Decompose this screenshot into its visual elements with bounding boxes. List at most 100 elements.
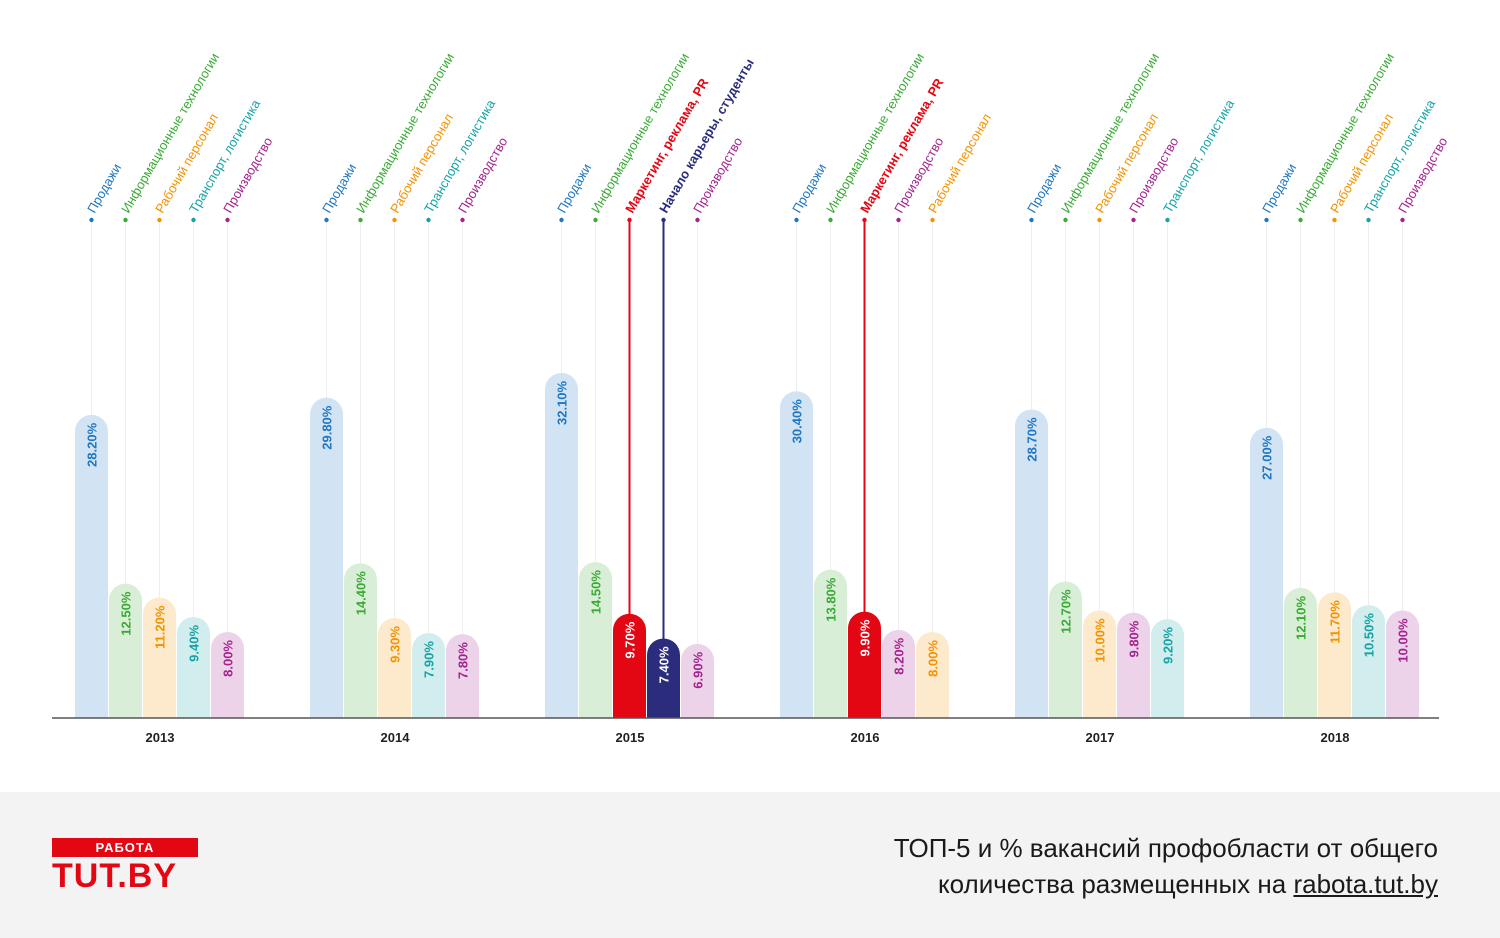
bar-value-label: 8.20% bbox=[892, 637, 907, 674]
year-label: 2016 bbox=[851, 730, 880, 745]
logo-top-label: РАБОТА bbox=[52, 838, 198, 857]
bar bbox=[1352, 605, 1385, 718]
category-dot bbox=[896, 217, 901, 223]
bar-value-label: 12.10% bbox=[1294, 595, 1309, 640]
bar bbox=[545, 372, 578, 718]
year-label: 2017 bbox=[1086, 730, 1115, 745]
bar bbox=[848, 611, 881, 718]
bar-value-label: 10.00% bbox=[1093, 618, 1108, 663]
bar bbox=[1015, 409, 1048, 718]
bar-value-label: 28.70% bbox=[1025, 417, 1040, 462]
bar-value-label: 9.80% bbox=[1127, 620, 1142, 657]
category-label: Рабочий персонал bbox=[1327, 111, 1396, 216]
year-label: 2014 bbox=[381, 730, 411, 745]
caption-line-1: ТОП-5 и % вакансий профобласти от общего bbox=[893, 833, 1438, 863]
category-dot bbox=[1298, 217, 1303, 223]
bar-value-label: 8.00% bbox=[221, 640, 236, 677]
category-dot bbox=[1264, 217, 1269, 223]
bar-value-label: 10.00% bbox=[1396, 618, 1411, 663]
rabota-tut-by-logo[interactable]: РАБОТА TUT.BY bbox=[52, 838, 198, 894]
category-dot bbox=[225, 217, 230, 223]
chart-caption: ТОП-5 и % вакансий профобласти от общего… bbox=[718, 830, 1438, 902]
bar bbox=[882, 629, 915, 718]
bar-value-label: 12.50% bbox=[119, 591, 134, 636]
category-label: Рабочий персонал bbox=[152, 111, 221, 216]
bar-value-label: 32.10% bbox=[555, 380, 570, 425]
category-dot bbox=[593, 217, 598, 223]
category-dot bbox=[862, 217, 867, 223]
category-dot bbox=[1029, 217, 1034, 223]
bar bbox=[1318, 592, 1351, 718]
bar bbox=[613, 613, 646, 718]
bar bbox=[814, 569, 847, 718]
bar-value-label: 6.90% bbox=[691, 651, 706, 688]
category-dot bbox=[157, 217, 162, 223]
bar bbox=[310, 397, 343, 718]
bar bbox=[177, 616, 210, 718]
bar-value-label: 8.00% bbox=[926, 640, 941, 677]
category-dot bbox=[1097, 217, 1102, 223]
bar bbox=[1386, 610, 1419, 718]
bar bbox=[681, 643, 714, 718]
category-dot bbox=[358, 217, 363, 223]
caption-line-2: количества размещенных на rabota.tut.by bbox=[718, 866, 1438, 902]
category-label: Рабочий персонал bbox=[1092, 111, 1161, 216]
category-dot bbox=[1400, 217, 1405, 223]
category-dot bbox=[1366, 217, 1371, 223]
bar bbox=[780, 391, 813, 718]
bar bbox=[143, 597, 176, 718]
bar-value-label: 9.40% bbox=[187, 625, 202, 662]
category-label: Рабочий персонал bbox=[925, 111, 994, 216]
bar bbox=[579, 562, 612, 718]
category-dot bbox=[324, 217, 329, 223]
bar bbox=[916, 632, 949, 718]
category-label: Рабочий персонал bbox=[387, 111, 456, 216]
category-dot bbox=[695, 217, 700, 223]
category-dot bbox=[930, 217, 935, 223]
bar bbox=[1250, 427, 1283, 718]
category-dot bbox=[191, 217, 196, 223]
category-dot bbox=[1165, 217, 1170, 223]
category-dot bbox=[392, 217, 397, 223]
category-dot bbox=[1131, 217, 1136, 223]
bar-value-label: 9.90% bbox=[858, 619, 873, 656]
bar-value-label: 10.50% bbox=[1362, 613, 1377, 658]
category-dot bbox=[426, 217, 431, 223]
bar-value-label: 30.40% bbox=[790, 399, 805, 444]
bar bbox=[211, 632, 244, 718]
bar-value-label: 9.20% bbox=[1161, 627, 1176, 664]
category-dot bbox=[627, 217, 632, 223]
category-dot bbox=[794, 217, 799, 223]
bar bbox=[412, 633, 445, 718]
bar bbox=[446, 634, 479, 718]
bar-value-label: 12.70% bbox=[1059, 589, 1074, 634]
bar-value-label: 7.80% bbox=[456, 642, 471, 679]
bar-value-label: 7.40% bbox=[657, 646, 672, 683]
bar bbox=[75, 414, 108, 718]
footer bbox=[0, 792, 1500, 938]
bar bbox=[344, 563, 377, 718]
year-label: 2015 bbox=[616, 730, 645, 745]
bar bbox=[1284, 587, 1317, 718]
bar bbox=[1083, 610, 1116, 718]
bar bbox=[647, 638, 680, 718]
bar bbox=[1151, 619, 1184, 718]
bar-value-label: 11.70% bbox=[1328, 600, 1343, 644]
category-dot bbox=[123, 217, 128, 223]
year-label: 2013 bbox=[146, 730, 175, 745]
caption-link[interactable]: rabota.tut.by bbox=[1293, 869, 1438, 899]
bar bbox=[109, 583, 142, 718]
bar-value-label: 9.70% bbox=[623, 621, 638, 658]
bar-value-label: 27.00% bbox=[1260, 435, 1275, 480]
category-dot bbox=[1063, 217, 1068, 223]
category-dot bbox=[89, 217, 94, 223]
category-dot bbox=[559, 217, 564, 223]
category-dot bbox=[661, 217, 666, 223]
bar-value-label: 7.90% bbox=[422, 641, 437, 678]
bar-value-label: 14.50% bbox=[589, 570, 604, 615]
logo-bottom-label: TUT.BY bbox=[52, 857, 177, 895]
bar-value-label: 28.20% bbox=[85, 422, 100, 467]
year-label: 2018 bbox=[1321, 730, 1350, 745]
bar bbox=[1117, 612, 1150, 718]
